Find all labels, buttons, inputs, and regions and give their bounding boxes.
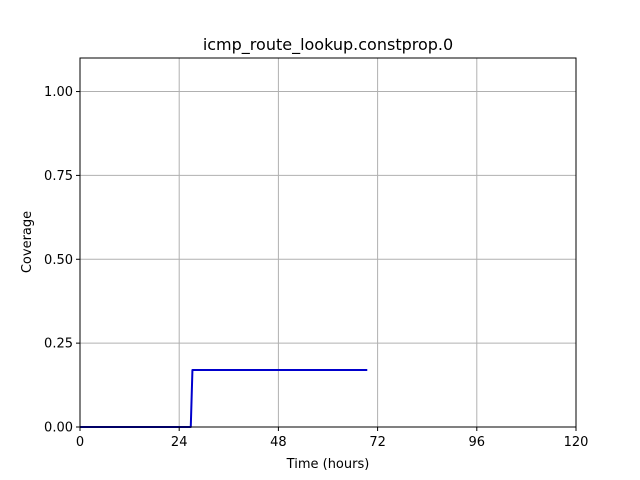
x-tick-label: 72 bbox=[369, 435, 386, 450]
x-tick-label: 0 bbox=[76, 435, 84, 450]
x-tick-label: 96 bbox=[469, 435, 486, 450]
y-axis-ticks: 0.00 0.25 0.50 0.75 1.00 bbox=[44, 85, 80, 436]
y-tick-label: 0.00 bbox=[44, 421, 73, 436]
y-axis-label: Coverage bbox=[20, 211, 35, 273]
y-tick-label: 1.00 bbox=[44, 85, 73, 100]
chart-title: icmp_route_lookup.constprop.0 bbox=[203, 35, 453, 55]
y-tick-label: 0.75 bbox=[44, 169, 73, 184]
x-tick-label: 120 bbox=[564, 435, 589, 450]
y-tick-label: 0.50 bbox=[44, 253, 73, 268]
plot-frame bbox=[79, 57, 577, 428]
x-axis-ticks: 0 24 48 72 96 120 bbox=[76, 427, 589, 450]
x-tick-label: 48 bbox=[270, 435, 287, 450]
x-tick-label: 24 bbox=[171, 435, 188, 450]
y-tick-label: 0.25 bbox=[44, 337, 73, 352]
x-axis-label: Time (hours) bbox=[286, 457, 370, 472]
